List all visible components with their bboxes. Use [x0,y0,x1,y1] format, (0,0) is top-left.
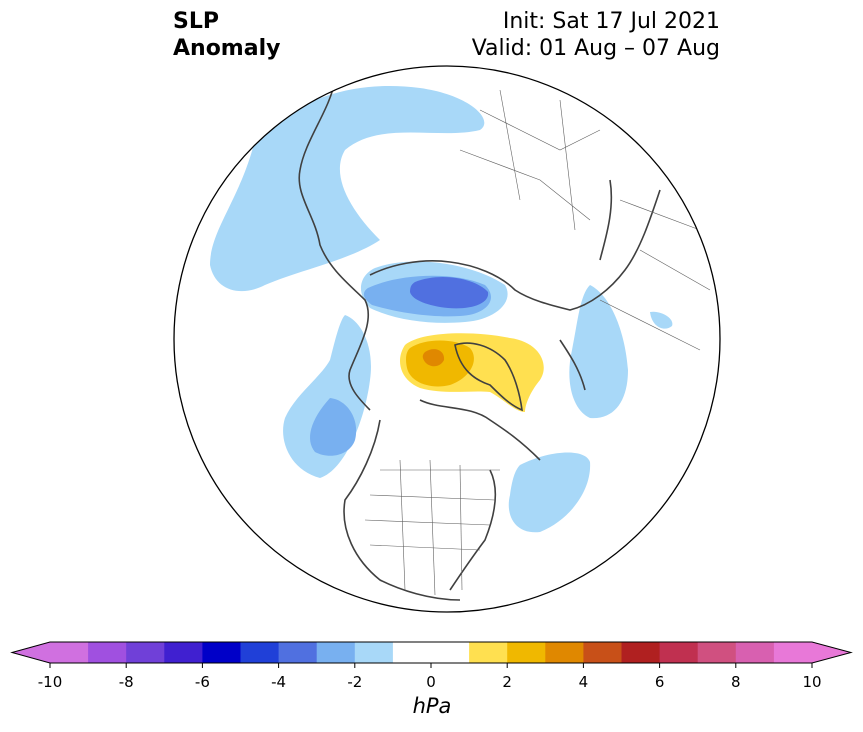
colorbar-extend-min [12,642,50,663]
colorbar-segment [164,642,203,663]
colorbar-tick-label: 0 [426,673,436,691]
colorbar-segment [507,642,546,663]
colorbar-segment [50,642,89,663]
colorbar-segment [621,642,661,663]
colorbar-segment [354,642,394,663]
negative-anomaly-north-atlantic [210,85,485,292]
colorbar-extend-max [812,642,851,663]
map-boundary [173,65,721,613]
title-variable-line2: Anomaly [173,36,281,61]
valid-range: Valid: 01 Aug – 07 Aug [471,36,720,61]
colorbar-tick-label: -6 [194,673,210,691]
colorbar-unit: hPa [412,694,452,718]
colorbar-tick-label: -10 [37,673,63,691]
colorbar-segment [202,642,241,663]
colorbar-segment [88,642,127,663]
colorbar-segment [735,642,775,663]
colorbar-segment [316,642,356,663]
colorbar-segment [697,642,737,663]
colorbar-tick-label: -2 [347,673,363,691]
map-subtitle: Init: Sat 17 Jul 2021 Valid: 01 Aug – 07… [472,8,720,62]
colorbar-tick-label: 4 [578,673,589,691]
colorbar-tick-label: 6 [654,673,665,691]
colorbar-segment [583,642,622,663]
negative-anomaly-gulf-of-alaska [310,398,357,456]
colorbar-tick-label: 2 [502,673,512,691]
negative-anomaly-baltic [650,311,673,329]
colorbar-segment [126,642,165,663]
colorbar-segment [240,642,280,663]
colorbar-tick-label: 8 [731,673,741,691]
colorbar-tick-label: 10 [802,673,822,691]
colorbar-tick-label: -8 [118,673,134,691]
colorbar-tick-label: -4 [271,673,287,691]
colorbar-segment [659,642,699,663]
init-date: Init: Sat 17 Jul 2021 [502,9,720,34]
title-variable-line1: SLP [173,9,219,34]
coastlines [298,79,661,601]
negative-anomaly-siberia [410,277,489,309]
positive-anomaly-arctic-ocean [422,349,445,367]
polar-map [173,65,721,613]
colorbar-segment [773,642,813,663]
negative-anomaly-north-atlantic-south [508,452,591,533]
country-borders [364,89,711,596]
colorbar-segment [545,642,584,663]
map-title: SLP Anomaly [173,8,280,62]
colorbar-segment [392,642,470,663]
colorbar-segment [469,642,508,663]
colorbar-segment [278,642,318,663]
